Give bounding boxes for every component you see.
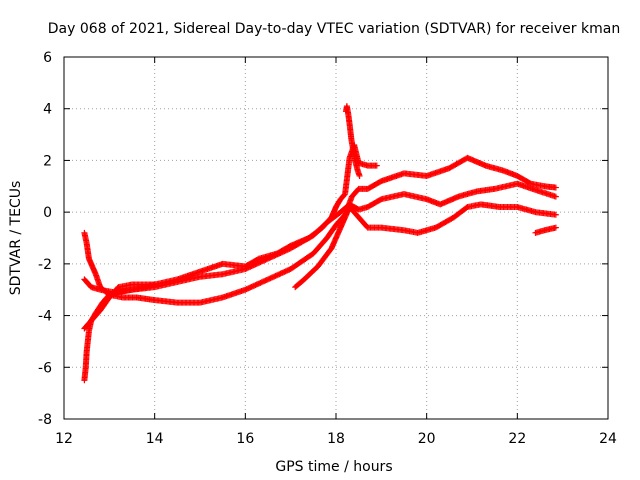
series-arc-6 [342, 103, 363, 179]
y-tick-label: -2 [38, 257, 52, 273]
y-tick-label: -4 [38, 309, 52, 325]
series-arc-3 [81, 180, 559, 296]
data-point-marker [552, 211, 559, 218]
y-tick-label: 4 [43, 102, 52, 118]
y-tick-label: 2 [43, 153, 52, 169]
data-point-marker [552, 184, 559, 191]
x-tick-label: 22 [508, 431, 526, 447]
chart-title: Day 068 of 2021, Sidereal Day-to-day VTE… [48, 21, 620, 37]
x-tick-label: 16 [236, 431, 254, 447]
data-point-marker [356, 172, 363, 179]
y-tick-label: 6 [43, 50, 52, 66]
series-arc-7 [532, 224, 559, 236]
series-arc-4 [292, 201, 559, 291]
series-arc-5 [81, 281, 158, 384]
x-tick-label: 20 [418, 431, 436, 447]
data-point-marker [552, 224, 559, 231]
x-tick-label: 12 [55, 431, 73, 447]
data-point-marker [373, 162, 380, 169]
y-tick-label: -8 [38, 412, 52, 428]
y-axis-label: SDTVAR / TECUs [8, 181, 24, 296]
x-tick-label: 24 [599, 431, 617, 447]
x-axis-label: GPS time / hours [275, 459, 392, 475]
y-tick-label: -6 [38, 360, 52, 376]
x-tick-label: 14 [146, 431, 164, 447]
data-point-marker [552, 193, 559, 200]
data-points [81, 103, 559, 384]
y-tick-label: 0 [43, 205, 52, 221]
x-tick-label: 18 [327, 431, 345, 447]
data-point-marker [151, 281, 158, 288]
